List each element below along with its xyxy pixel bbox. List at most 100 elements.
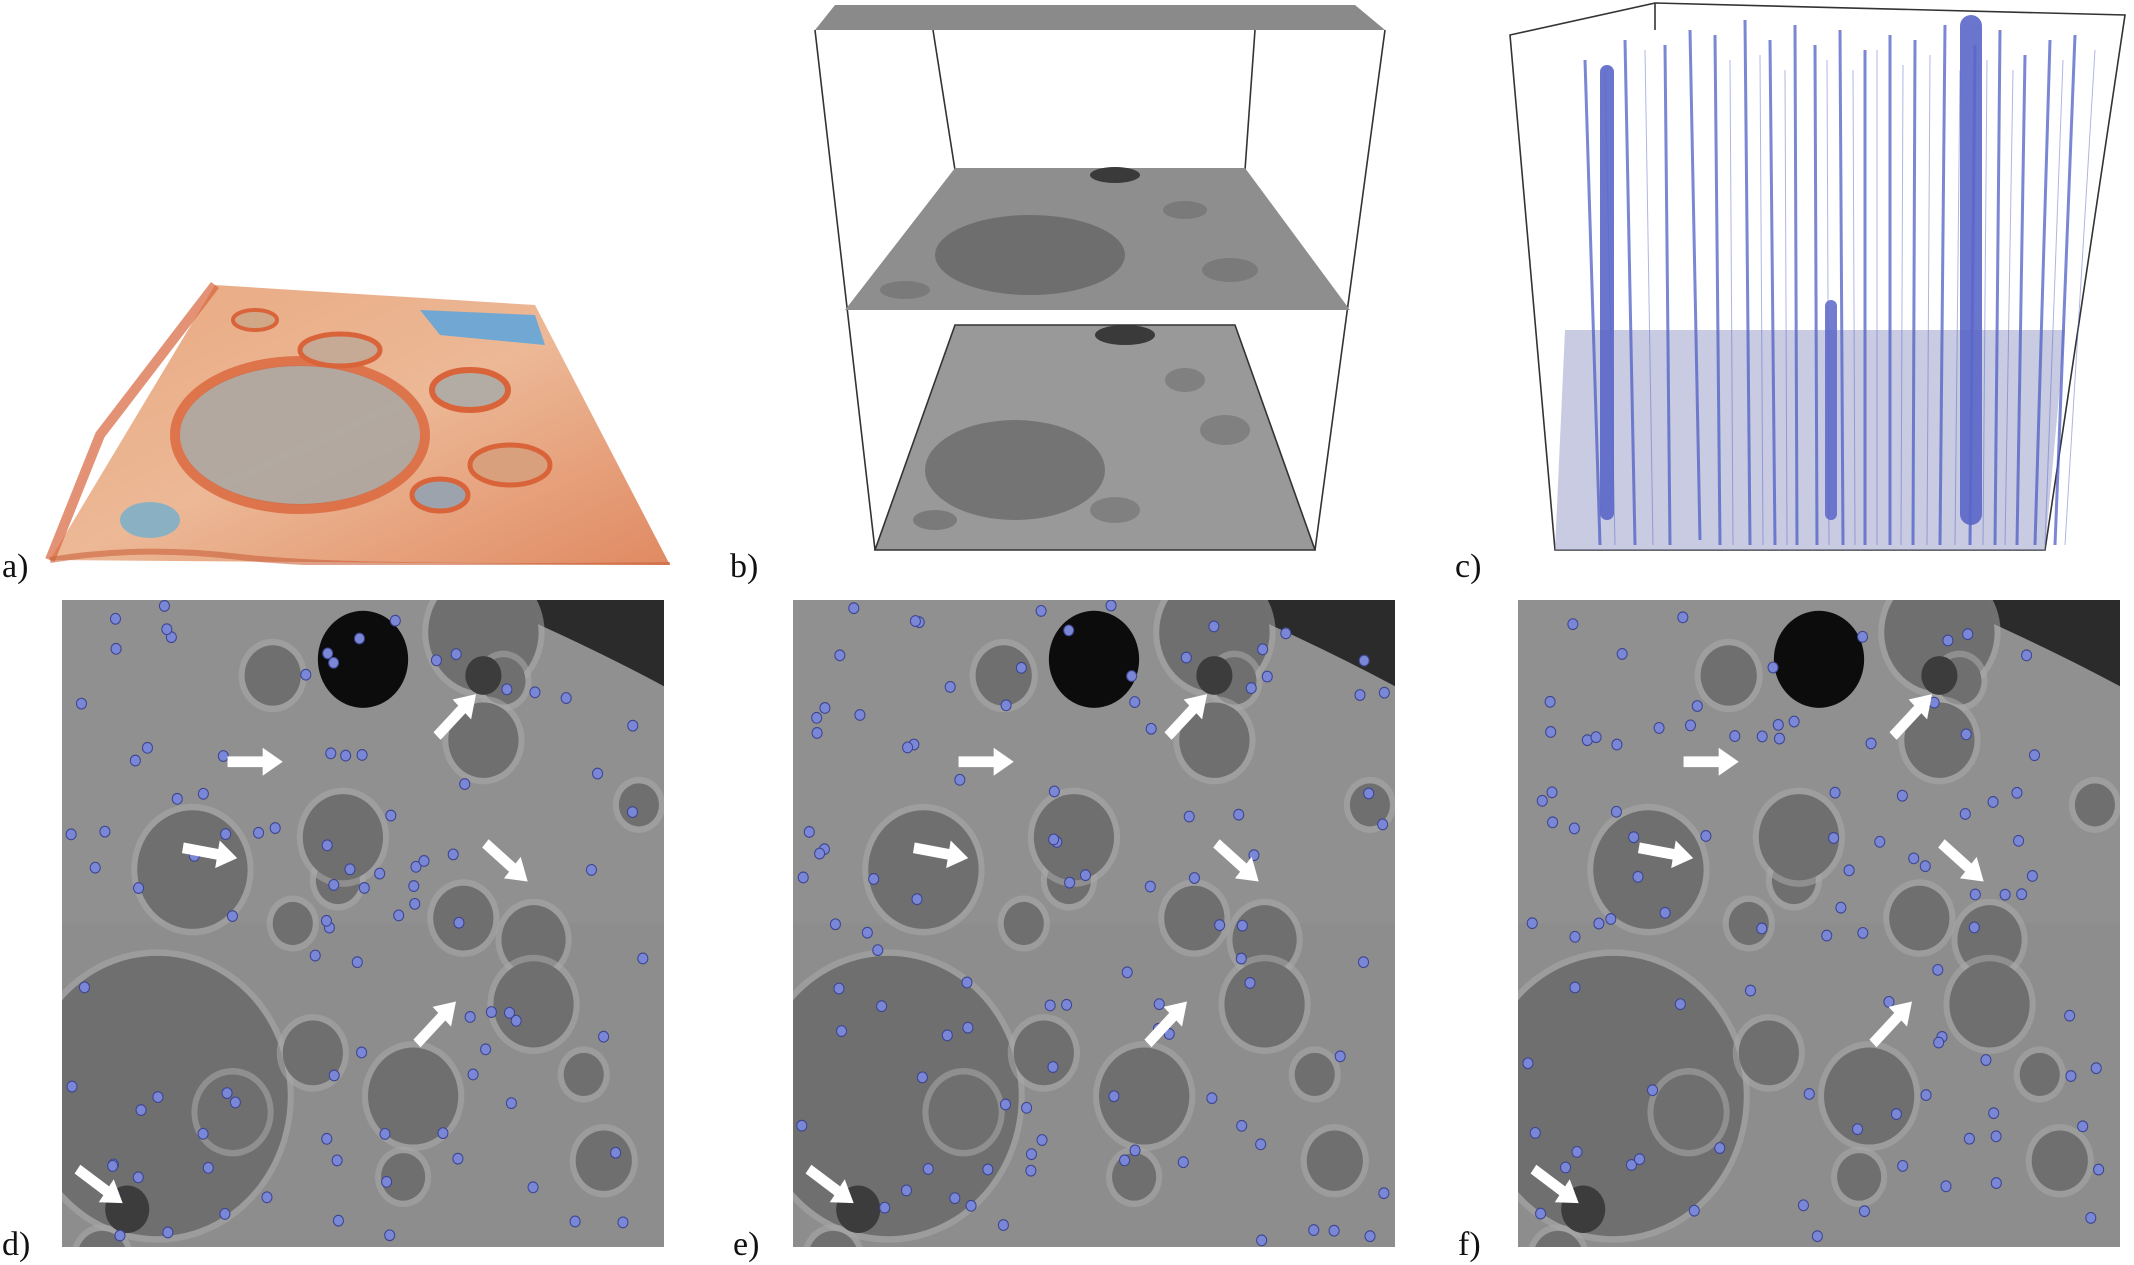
detection-marker [1811,1230,1823,1243]
detection-marker [1236,1119,1248,1132]
crater-map-f [1518,600,2120,1247]
detection-marker [202,1161,214,1174]
panel-f-label: f) [1458,1226,1481,1263]
arrow-marker [1683,747,1739,776]
detection-marker [1857,926,1869,939]
detection-marker [836,1025,848,1037]
detection-marker [1960,728,1972,741]
detection-marker [1047,1061,1059,1073]
detection-marker [1920,1089,1932,1101]
detection-marker [1044,999,1056,1012]
detection-marker [1959,808,1971,820]
detection-marker [300,668,312,681]
detection-marker [2090,1062,2102,1075]
detection-marker [997,1219,1009,1232]
arrow-marker [1164,694,1208,740]
detection-marker [384,1229,396,1242]
detection-marker [152,1091,164,1104]
detection-marker [353,632,366,645]
detection-marker [356,749,368,761]
arrow-marker [74,1164,123,1204]
detection-marker [505,1097,517,1110]
detection-marker [161,623,173,636]
detection-marker [253,826,265,839]
detection-marker [909,615,921,627]
detection-marker [1529,1126,1541,1139]
detection-marker [627,719,639,732]
detection-marker [1546,786,1558,799]
detection-marker [135,1104,147,1116]
detection-marker [75,697,87,710]
crater-map-d [62,600,664,1247]
detection-marker [1677,611,1689,624]
detection-marker [1933,1036,1945,1049]
detection-marker [221,1087,233,1100]
detection-marker [2016,888,2028,901]
detection-marker [529,686,541,699]
detection-marker [1688,1204,1700,1217]
detection-marker [321,839,333,852]
detection-marker [637,952,649,965]
detection-marker [1280,627,1292,640]
arrow-marker [805,1164,854,1204]
detection-marker [1700,830,1712,842]
detection-marker [379,1127,391,1140]
detection-marker [1829,786,1841,799]
detection-marker [1334,1050,1346,1063]
detection-marker [503,1006,516,1019]
detection-marker [1036,1134,1048,1146]
panel-b-slices [785,0,1415,555]
detection-marker [328,656,340,669]
detection-marker [1990,1177,2002,1189]
arrow-marker [433,694,477,740]
detection-marker [848,602,860,615]
detection-marker [89,861,101,874]
detection-marker [1569,930,1581,943]
detection-marker [320,914,332,927]
detection-marker [1208,620,1220,633]
detection-marker [811,711,823,724]
detection-marker [1119,1154,1131,1167]
detection-marker [1714,1142,1726,1154]
detection-marker [389,614,401,627]
detection-marker [1214,919,1226,932]
detection-marker [982,1163,994,1176]
detection-marker [1021,1101,1033,1114]
detection-marker [1908,852,1920,865]
detection-marker [162,1226,174,1239]
panel-e-map [793,600,1395,1247]
detection-marker [129,754,141,767]
detection-marker [1883,995,1895,1008]
detection-marker [902,741,914,754]
detection-marker [1729,730,1741,743]
detection-marker [464,1011,476,1023]
detection-marker [1048,833,1060,846]
detection-marker [66,1080,78,1093]
detection-marker [1145,722,1157,735]
detection-marker [1857,630,1869,643]
detection-marker [598,1030,610,1043]
detection-marker [1206,1092,1218,1105]
detection-marker [1357,956,1370,969]
detection-marker [480,1043,492,1056]
detection-marker [197,787,209,800]
detection-marker [911,893,923,906]
detection-marker [408,880,420,893]
detection-marker [1659,906,1671,919]
detection-marker [1843,864,1855,877]
detection-marker [332,1214,344,1227]
detection-marker [220,828,232,841]
slice-stack-render [814,5,1386,551]
detection-marker [1605,913,1617,925]
detection-marker [1244,976,1256,989]
detection-marker [1571,1145,1583,1158]
detection-marker [1000,699,1012,712]
detection-marker [1108,1090,1120,1103]
panel-c-tubes [1505,0,2130,560]
detection-marker [1942,634,1954,647]
detection-marker [1852,1123,1864,1136]
detection-marker [1633,1153,1646,1166]
detection-marker [1129,696,1141,708]
detection-marker [1625,1159,1637,1171]
detection-marker [452,1152,464,1165]
